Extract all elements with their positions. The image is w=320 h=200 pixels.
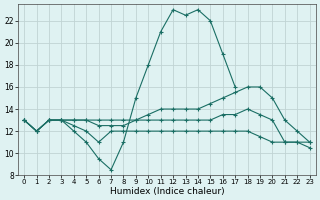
X-axis label: Humidex (Indice chaleur): Humidex (Indice chaleur) [109, 187, 224, 196]
